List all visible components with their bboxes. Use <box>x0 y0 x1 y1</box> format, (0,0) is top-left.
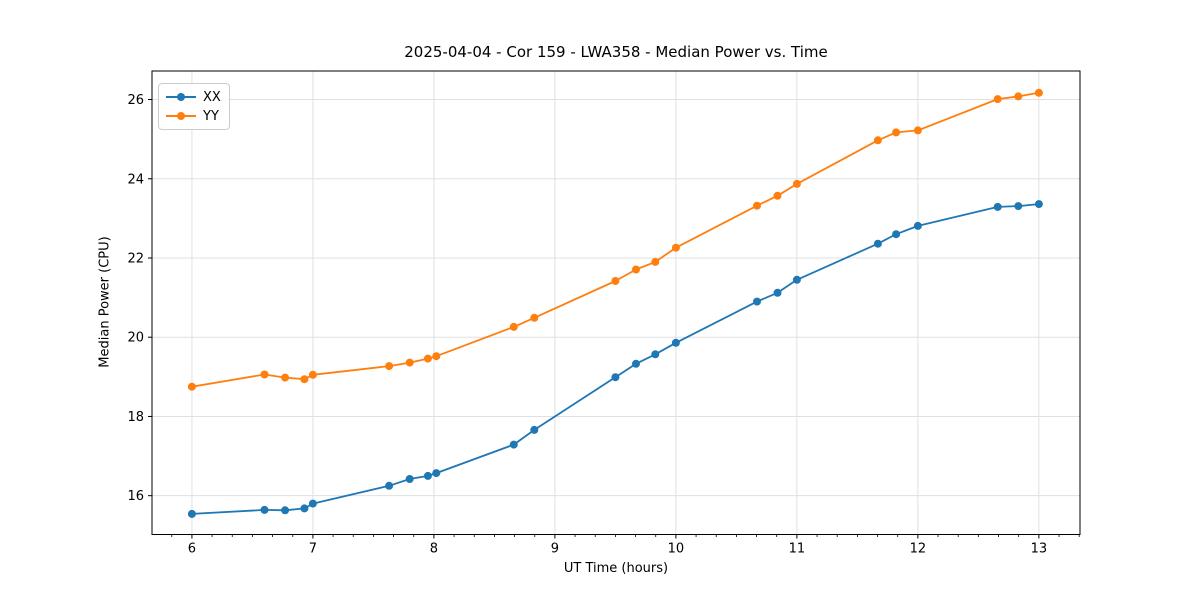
legend-item-xx: XX <box>166 89 221 105</box>
legend-item-yy: YY <box>166 108 220 124</box>
data-point-xx <box>913 221 922 230</box>
data-point-xx <box>651 350 660 359</box>
data-point-xx <box>300 504 309 513</box>
data-point-yy <box>281 373 290 382</box>
data-point-yy <box>509 322 518 331</box>
data-point-yy <box>913 126 922 135</box>
data-point-xx <box>432 469 441 478</box>
data-point-xx <box>632 359 640 368</box>
data-point-xx <box>385 481 394 490</box>
data-point-yy <box>405 358 414 367</box>
y-tick-label: 26 <box>127 93 144 108</box>
data-point-yy <box>993 95 1002 104</box>
data-point-yy <box>300 375 309 384</box>
data-point-xx <box>993 202 1002 211</box>
data-point-xx <box>423 471 432 480</box>
data-point-xx <box>308 499 317 508</box>
data-point-yy <box>385 362 394 371</box>
legend-line-marker-icon <box>166 92 196 102</box>
data-point-xx <box>281 506 290 515</box>
x-tick-label: 10 <box>668 542 685 557</box>
data-point-yy <box>632 265 640 274</box>
data-point-xx <box>611 373 620 382</box>
y-tick-label: 16 <box>127 489 144 504</box>
x-tick-label: 9 <box>551 542 559 557</box>
legend-label: XX <box>203 89 221 105</box>
legend-line-marker-icon <box>166 111 196 121</box>
data-point-yy <box>651 257 660 266</box>
data-point-xx <box>509 440 518 449</box>
data-point-yy <box>873 136 882 145</box>
data-point-yy <box>753 201 761 210</box>
data-point-yy <box>187 382 196 391</box>
data-point-xx <box>405 475 414 483</box>
x-tick-label: 13 <box>1031 542 1048 557</box>
data-point-yy <box>260 370 269 379</box>
x-axis-label: UT Time (hours) <box>563 561 669 576</box>
data-point-yy <box>423 354 432 363</box>
data-point-xx <box>671 338 680 347</box>
data-point-yy <box>1034 88 1043 97</box>
data-point-yy <box>530 313 539 322</box>
data-point-yy <box>671 243 680 252</box>
y-tick-label: 20 <box>127 331 144 346</box>
chart-title: 2025-04-04 - Cor 159 - LWA358 - Median P… <box>404 43 828 61</box>
x-tick-label: 7 <box>309 542 317 557</box>
data-point-xx <box>773 288 782 297</box>
x-tick-label: 6 <box>188 542 196 557</box>
data-point-xx <box>530 425 539 434</box>
data-point-yy <box>892 128 901 137</box>
series-line-xx <box>191 203 1039 515</box>
data-point-xx <box>892 230 901 239</box>
data-point-xx <box>260 505 269 514</box>
data-point-xx <box>873 239 882 248</box>
data-point-xx <box>1014 202 1023 211</box>
legend-label: YY <box>203 108 219 124</box>
data-point-xx <box>187 509 196 518</box>
data-point-yy <box>1014 92 1023 101</box>
data-point-xx <box>792 275 801 284</box>
legend: XX YY <box>158 83 230 130</box>
data-point-yy <box>308 370 317 379</box>
data-point-yy <box>432 352 441 361</box>
x-tick-label: 11 <box>789 542 806 557</box>
series-line-yy <box>191 91 1040 388</box>
y-tick-label: 22 <box>127 251 144 266</box>
data-point-yy <box>792 179 801 188</box>
axes-box <box>151 70 1081 535</box>
x-tick-label: 8 <box>430 542 438 557</box>
x-tick-label: 12 <box>910 542 927 557</box>
data-point-yy <box>611 277 620 285</box>
y-tick-label: 24 <box>127 172 144 187</box>
y-tick-label: 18 <box>127 410 144 425</box>
data-point-xx <box>1034 200 1043 209</box>
data-point-yy <box>773 191 782 200</box>
data-point-xx <box>753 297 761 306</box>
